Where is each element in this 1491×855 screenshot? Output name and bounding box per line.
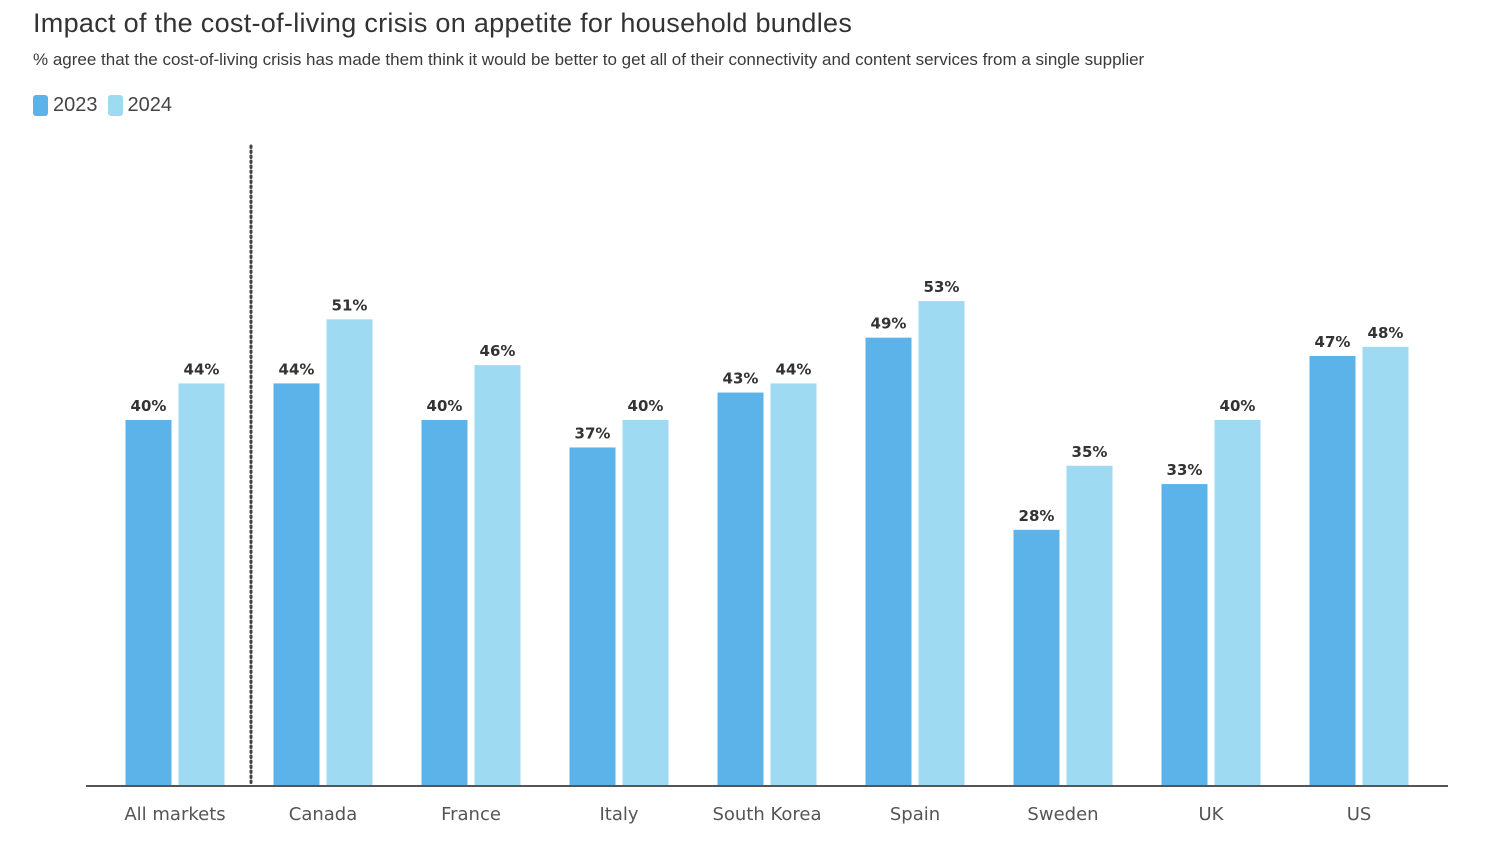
category-label-south-korea: South Korea: [712, 804, 821, 825]
chart-subtitle: % agree that the cost-of-living crisis h…: [33, 50, 1145, 69]
bar-us-2024: [1362, 346, 1409, 786]
bar-france-2023: [421, 420, 468, 786]
category-label-uk: UK: [1199, 804, 1225, 825]
category-label-france: France: [441, 804, 501, 825]
legend-item-2024: 2024: [107, 94, 173, 117]
bar-italy-2023: [569, 447, 616, 786]
category-label-sweden: Sweden: [1027, 804, 1098, 825]
value-label-spain-2023: 49%: [871, 315, 907, 333]
bar-canada-2024: [326, 319, 373, 786]
value-label-spain-2024: 53%: [924, 278, 960, 296]
chart-title: Impact of the cost-of-living crisis on a…: [33, 8, 853, 38]
value-label-all-markets-2023: 40%: [131, 397, 167, 415]
bar-south-korea-2023: [717, 392, 764, 786]
value-label-canada-2024: 51%: [332, 296, 368, 314]
bar-sweden-2024: [1066, 465, 1113, 786]
value-label-italy-2023: 37%: [575, 424, 611, 442]
value-label-south-korea-2024: 44%: [776, 360, 812, 378]
value-label-us-2024: 48%: [1368, 324, 1404, 342]
category-label-us: US: [1347, 804, 1372, 825]
legend-label-2023: 2023: [53, 94, 98, 116]
bar-uk-2023: [1161, 484, 1208, 786]
category-label-spain: Spain: [890, 804, 940, 825]
bar-canada-2023: [273, 383, 320, 786]
value-label-uk-2024: 40%: [1220, 397, 1256, 415]
value-label-sweden-2024: 35%: [1072, 443, 1108, 461]
bar-spain-2023: [865, 337, 912, 786]
category-label-italy: Italy: [599, 804, 638, 825]
category-label-all-markets: All markets: [124, 804, 225, 825]
legend-item-2023: 2023: [33, 94, 98, 117]
value-label-france-2023: 40%: [427, 397, 463, 415]
legend-label-2024: 2024: [127, 94, 173, 116]
legend-swatch-2024: [107, 95, 123, 116]
value-label-us-2023: 47%: [1315, 333, 1351, 351]
bar-spain-2024: [918, 301, 965, 786]
bar-all-markets-2023: [125, 420, 172, 786]
bar-us-2023: [1309, 355, 1356, 786]
bar-sweden-2023: [1013, 529, 1060, 786]
value-label-canada-2023: 44%: [279, 360, 315, 378]
value-label-south-korea-2023: 43%: [723, 370, 759, 388]
value-label-italy-2024: 40%: [628, 397, 664, 415]
bar-france-2024: [474, 365, 521, 786]
bar-south-korea-2024: [770, 383, 817, 786]
value-label-uk-2023: 33%: [1167, 461, 1203, 479]
category-label-canada: Canada: [289, 804, 358, 825]
legend: 2023 2024: [33, 94, 182, 117]
bar-all-markets-2024: [178, 383, 225, 786]
value-label-france-2024: 46%: [480, 342, 516, 360]
legend-swatch-2023: [33, 95, 48, 116]
value-label-sweden-2023: 28%: [1019, 507, 1055, 525]
bar-italy-2024: [622, 420, 669, 786]
value-label-all-markets-2024: 44%: [184, 360, 220, 378]
bar-uk-2024: [1214, 420, 1261, 786]
